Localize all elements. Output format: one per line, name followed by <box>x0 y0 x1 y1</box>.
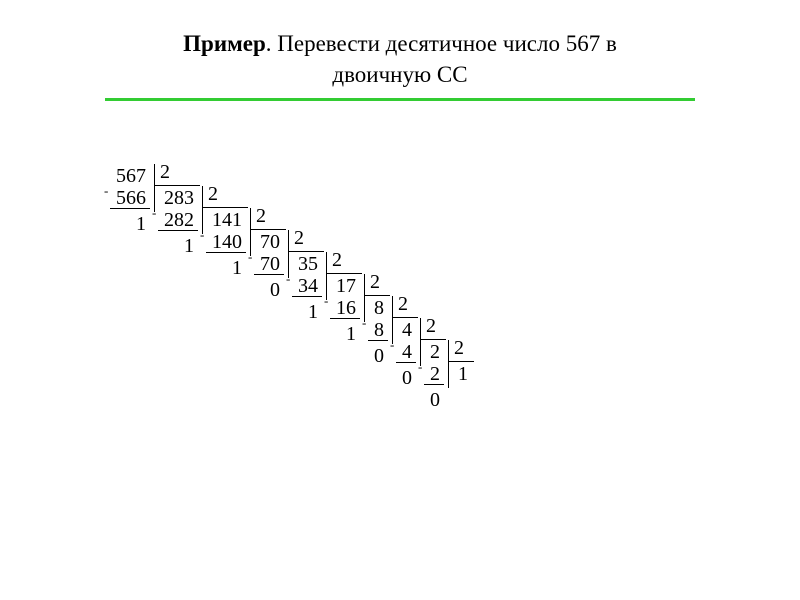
remainder-6: 0 <box>370 346 384 366</box>
remainder-1: 1 <box>160 236 194 256</box>
divisor-line-2 <box>250 229 286 230</box>
subtract-4: 34 <box>294 276 318 296</box>
subtract-2: 140 <box>208 232 242 252</box>
divisor-line-8 <box>448 361 474 362</box>
remainder-line-5 <box>330 318 360 319</box>
minus-icon-7: - <box>390 338 394 351</box>
divisor-3: 2 <box>294 228 318 248</box>
divisor-7: 2 <box>426 316 440 336</box>
remainder-8: 0 <box>426 390 440 410</box>
title-area: Пример. Перевести десятичное число 567 в… <box>0 0 800 113</box>
division-diagram: 567-56612283-28212141-1401270-700235-341… <box>100 160 700 560</box>
minus-icon-8: - <box>418 360 422 373</box>
divisor-2: 2 <box>256 206 280 226</box>
minus-icon-1: - <box>152 206 156 219</box>
subtract-6: 8 <box>370 320 384 340</box>
divisor-line-1 <box>202 207 248 208</box>
minus-icon-0: - <box>104 184 108 197</box>
remainder-2: 1 <box>208 258 242 278</box>
divisor-8: 2 <box>454 338 468 358</box>
divisor-line-3 <box>288 251 324 252</box>
remainder-line-4 <box>292 296 322 297</box>
dividend-0: 567 <box>112 166 146 186</box>
remainder-3: 0 <box>256 280 280 300</box>
title-line-2: двоичную СС <box>0 59 800 90</box>
subtract-7: 4 <box>398 342 412 362</box>
remainder-line-0 <box>110 208 150 209</box>
quotient-6: 4 <box>398 320 412 340</box>
minus-icon-3: - <box>248 250 252 263</box>
divisor-line-0 <box>154 185 200 186</box>
divisor-line-5 <box>364 295 390 296</box>
quotient-3: 35 <box>294 254 318 274</box>
divisor-line-7 <box>420 339 446 340</box>
remainder-line-2 <box>206 252 246 253</box>
divisor-line-4 <box>326 273 362 274</box>
subtract-3: 70 <box>256 254 280 274</box>
divisor-6: 2 <box>398 294 412 314</box>
quotient-4: 17 <box>332 276 356 296</box>
divisor-1: 2 <box>208 184 242 204</box>
subtract-0: 566 <box>112 188 146 208</box>
quotient-1: 141 <box>208 210 242 230</box>
remainder-line-3 <box>254 274 284 275</box>
vbar-8 <box>448 340 449 388</box>
title-line-1: Пример. Перевести десятичное число 567 в <box>0 28 800 59</box>
quotient-5: 8 <box>370 298 384 318</box>
quotient-0: 283 <box>160 188 194 208</box>
subtract-8: 2 <box>426 364 440 384</box>
divisor-line-6 <box>392 317 418 318</box>
remainder-7: 0 <box>398 368 412 388</box>
minus-icon-4: - <box>286 272 290 285</box>
minus-icon-6: - <box>362 316 366 329</box>
remainder-4: 1 <box>294 302 318 322</box>
subtract-5: 16 <box>332 298 356 318</box>
remainder-0: 1 <box>112 214 146 234</box>
quotient-2: 70 <box>256 232 280 252</box>
remainder-line-6 <box>368 340 388 341</box>
minus-icon-2: - <box>200 228 204 241</box>
minus-icon-5: - <box>324 294 328 307</box>
subtract-1: 282 <box>160 210 194 230</box>
quotient-8: 1 <box>454 364 468 384</box>
remainder-line-1 <box>158 230 198 231</box>
title-underline <box>105 98 695 101</box>
remainder-line-7 <box>396 362 416 363</box>
title-rest: . Перевести десятичное число 567 в <box>266 31 617 56</box>
title-prefix: Пример <box>183 31 266 56</box>
divisor-0: 2 <box>160 162 194 182</box>
divisor-4: 2 <box>332 250 356 270</box>
remainder-line-8 <box>424 384 444 385</box>
quotient-7: 2 <box>426 342 440 362</box>
divisor-5: 2 <box>370 272 384 292</box>
remainder-5: 1 <box>332 324 356 344</box>
